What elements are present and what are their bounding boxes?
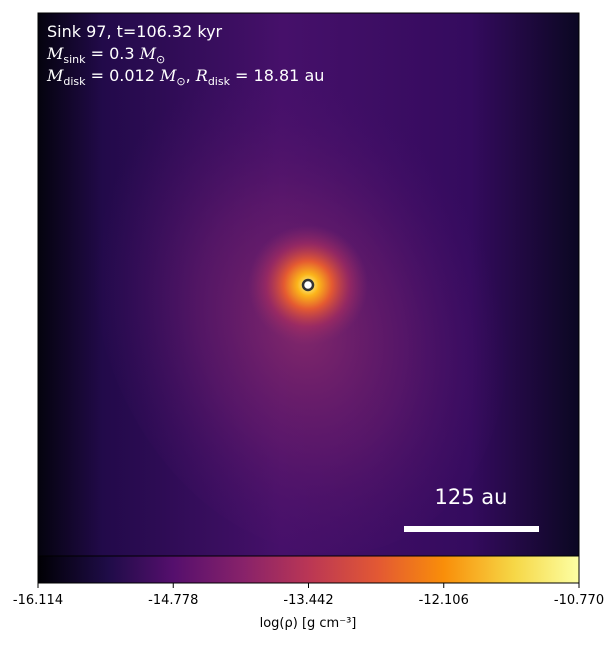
colorbar-tick-label: -16.114	[13, 593, 63, 608]
scale-bar	[404, 526, 539, 532]
info-line: Mdisk = 0.012 M⊙, Rdisk = 18.81 au	[46, 66, 324, 88]
colorbar-tick-label: -10.770	[554, 593, 604, 608]
scale-bar-label: 125 au	[435, 485, 508, 509]
info-segment: = 0.012	[86, 66, 160, 85]
colorbar-axis: -16.114 -14.778 -13.442 -12.106 -10.770	[13, 583, 604, 608]
colorbar	[37, 555, 580, 584]
info-segment: = 0.3	[86, 44, 140, 63]
info-segment: disk	[208, 75, 231, 88]
info-segment: M	[46, 44, 64, 63]
density-map	[38, 13, 579, 556]
info-line: Msink = 0.3 M⊙	[46, 44, 165, 66]
info-segment: R	[195, 66, 208, 85]
info-segment: ⊙	[176, 75, 185, 88]
colorbar-tick-label: -13.442	[283, 593, 333, 608]
info-segment: M	[159, 66, 177, 85]
info-segment: sink	[63, 53, 86, 66]
colorbar-tick-label: -14.778	[148, 593, 198, 608]
colorbar-label: log(ρ) [g cm⁻³]	[260, 616, 357, 631]
info-segment: M	[46, 66, 64, 85]
colorbar-tick-label: -12.106	[419, 593, 469, 608]
sink-marker	[301, 278, 315, 292]
info-segment: Sink 97, t=106.32 kyr	[47, 22, 223, 41]
info-segment: disk	[63, 75, 86, 88]
info-segment: = 18.81 au	[230, 66, 324, 85]
info-line: Sink 97, t=106.32 kyr	[47, 22, 223, 41]
info-segment: ⊙	[156, 53, 165, 66]
info-segment: ,	[186, 66, 196, 85]
info-segment: M	[139, 44, 157, 63]
